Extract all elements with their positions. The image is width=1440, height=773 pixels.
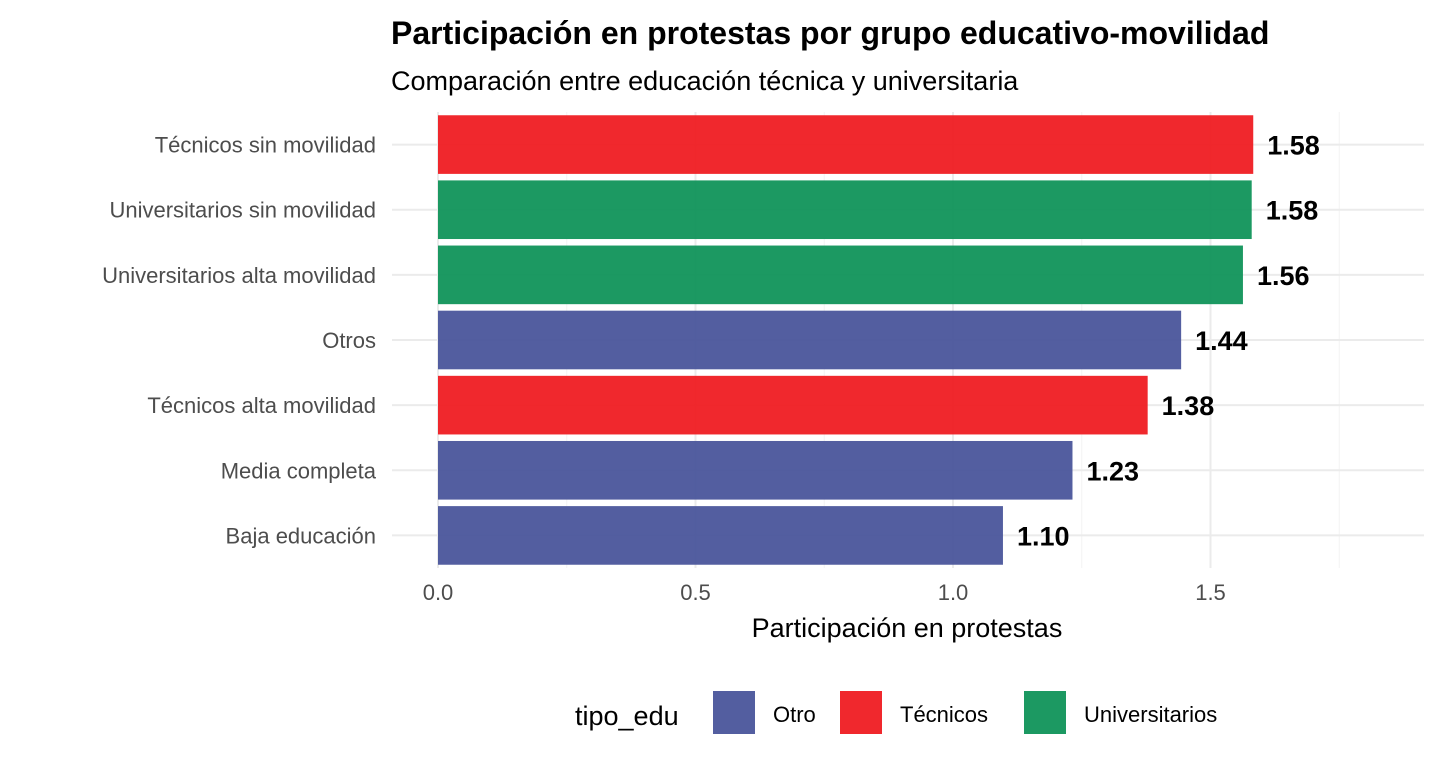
x-tick-label: 1.0 (938, 580, 969, 605)
category-label: Media completa (221, 458, 377, 483)
data-label: 1.56 (1257, 261, 1310, 291)
data-label: 1.58 (1267, 131, 1320, 161)
legend-swatch (1024, 691, 1066, 734)
chart-title: Participación en protestas por grupo edu… (391, 15, 1269, 51)
bar (438, 245, 1243, 305)
plot-area: 0.0 0.5 1.0 1.5 Técnicos sin movilidad 1.58 Un… (102, 112, 1424, 605)
data-label: 1.10 (1017, 521, 1070, 551)
legend: tipo_edu Otro Técnicos Universitarios (575, 691, 1217, 734)
category-label: Otros (322, 328, 376, 353)
legend-label: Universitarios (1084, 702, 1217, 727)
bar (438, 440, 1073, 500)
legend-label: Técnicos (900, 702, 988, 727)
legend-swatch (840, 691, 882, 734)
bar (438, 375, 1148, 435)
data-label: 1.23 (1086, 456, 1139, 486)
category-label: Universitarios sin movilidad (109, 198, 376, 223)
x-axis-title: Participación en protestas (752, 613, 1063, 643)
bar (438, 506, 1003, 565)
data-label: 1.38 (1162, 391, 1215, 421)
x-tick-label: 0.5 (680, 580, 711, 605)
x-tick-label: 1.5 (1195, 580, 1226, 605)
bar (438, 180, 1252, 240)
legend-title: tipo_edu (575, 701, 679, 731)
data-label: 1.44 (1195, 326, 1248, 356)
category-label: Técnicos sin movilidad (155, 133, 376, 158)
category-label: Baja educación (226, 523, 376, 548)
legend-label: Otro (773, 702, 816, 727)
data-label: 1.58 (1266, 196, 1319, 226)
legend-swatch (713, 691, 755, 734)
x-tick-label: 0.0 (423, 580, 454, 605)
category-label: Universitarios alta movilidad (102, 263, 376, 288)
bar (438, 310, 1182, 370)
bar (438, 115, 1254, 174)
category-label: Técnicos alta movilidad (147, 393, 376, 418)
chart-subtitle: Comparación entre educación técnica y un… (391, 66, 1019, 96)
